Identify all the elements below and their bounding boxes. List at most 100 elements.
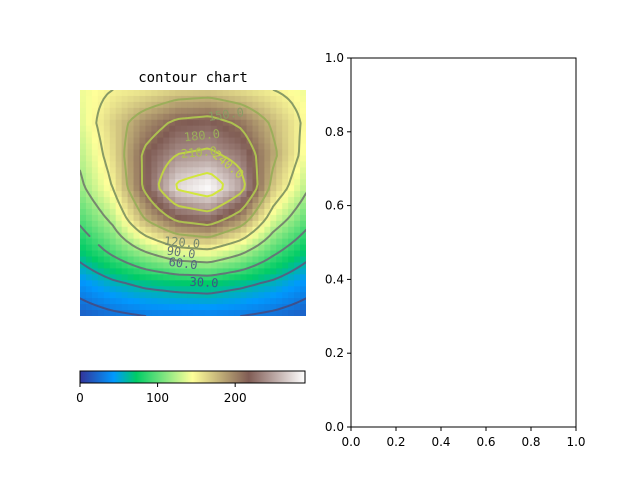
heatmap-cell bbox=[228, 310, 236, 316]
heatmap-cell bbox=[252, 214, 260, 222]
heatmap-cell bbox=[282, 214, 289, 222]
heatmap-cell bbox=[234, 167, 242, 174]
heatmap-cell bbox=[282, 208, 289, 216]
heatmap-cell bbox=[103, 197, 111, 204]
heatmap-cell bbox=[276, 185, 283, 192]
heatmap-cell bbox=[127, 173, 135, 180]
heatmap-cell bbox=[181, 292, 188, 299]
heatmap-cell bbox=[193, 125, 200, 133]
heatmap-cell bbox=[121, 226, 129, 234]
heatmap-cell bbox=[198, 226, 206, 234]
heatmap-cell bbox=[157, 137, 164, 145]
heatmap-cell bbox=[103, 149, 111, 157]
heatmap-cell bbox=[264, 113, 271, 121]
y-axis-ticks: 0.0 0.2 0.4 0.6 0.8 1.0 bbox=[325, 51, 351, 434]
heatmap-cell bbox=[258, 125, 265, 133]
heatmap-cell bbox=[127, 208, 135, 216]
heatmap-cell bbox=[264, 101, 271, 109]
heatmap-cell bbox=[169, 95, 176, 103]
heatmap-cell bbox=[240, 143, 248, 151]
heatmap-cell bbox=[204, 238, 212, 246]
heatmap-cell bbox=[145, 274, 152, 281]
heatmap-cell bbox=[258, 143, 265, 151]
heatmap-cell bbox=[193, 262, 200, 270]
heatmap-cell bbox=[198, 90, 206, 97]
heatmap-cell bbox=[222, 173, 230, 180]
heatmap-cell bbox=[264, 149, 271, 157]
heatmap-cell bbox=[282, 226, 289, 234]
heatmap-cell bbox=[222, 101, 230, 109]
heatmap-cell bbox=[264, 143, 271, 151]
heatmap-cell bbox=[210, 161, 218, 168]
heatmap-cell bbox=[163, 191, 170, 198]
heatmap-cell bbox=[216, 280, 224, 287]
heatmap-cell bbox=[145, 292, 152, 299]
heatmap-cell bbox=[169, 298, 176, 305]
heatmap-cell bbox=[300, 238, 306, 246]
heatmap-cell bbox=[97, 298, 105, 305]
heatmap-cell bbox=[97, 256, 105, 264]
heatmap-cell bbox=[216, 90, 224, 97]
heatmap-cell bbox=[157, 107, 164, 115]
heatmap-cell bbox=[246, 304, 254, 311]
heatmap-cell bbox=[133, 143, 141, 151]
heatmap-cell bbox=[109, 262, 117, 270]
heatmap-cell bbox=[204, 125, 212, 133]
heatmap-cell bbox=[80, 197, 87, 204]
heatmap-cell bbox=[300, 90, 306, 97]
heatmap-cell bbox=[157, 161, 164, 168]
heatmap-cell bbox=[240, 119, 248, 127]
heatmap-cell bbox=[169, 286, 176, 293]
heatmap-cell bbox=[300, 125, 306, 133]
heatmap-cell bbox=[109, 310, 117, 316]
heatmap-cell bbox=[300, 179, 306, 186]
heatmap-cell bbox=[282, 173, 289, 180]
heatmap-cell bbox=[97, 286, 105, 293]
heatmap-cell bbox=[210, 179, 218, 186]
heatmap-cell bbox=[210, 262, 218, 270]
heatmap-cell bbox=[204, 197, 212, 204]
heatmap-cell bbox=[222, 238, 230, 246]
heatmap-cell bbox=[193, 268, 200, 275]
heatmap-cell bbox=[127, 197, 135, 204]
heatmap-cell bbox=[145, 90, 152, 97]
heatmap-cell bbox=[97, 220, 105, 228]
heatmap-cell bbox=[204, 185, 212, 192]
heatmap-cell bbox=[222, 131, 230, 139]
heatmap-cell bbox=[216, 149, 224, 157]
heatmap-cell bbox=[240, 238, 248, 246]
heatmap-cell bbox=[163, 197, 170, 204]
y-tick-label: 0.0 bbox=[325, 420, 344, 434]
heatmap-cell bbox=[163, 214, 170, 222]
heatmap-cell bbox=[288, 238, 295, 246]
heatmap-cell bbox=[270, 262, 277, 270]
heatmap-cell bbox=[222, 268, 230, 275]
heatmap-cell bbox=[80, 286, 87, 293]
heatmap-cell bbox=[193, 214, 200, 222]
heatmap-cell bbox=[187, 262, 194, 270]
heatmap-cell bbox=[300, 310, 306, 316]
heatmap-cell bbox=[300, 220, 306, 228]
heatmap-cell bbox=[127, 185, 135, 192]
heatmap-cell bbox=[103, 268, 111, 275]
heatmap-cell bbox=[294, 214, 301, 222]
heatmap-cell bbox=[157, 280, 164, 287]
heatmap-cell bbox=[133, 286, 141, 293]
heatmap-cell bbox=[300, 203, 306, 210]
heatmap-cell bbox=[264, 137, 271, 145]
heatmap-cell bbox=[115, 191, 123, 198]
heatmap-cell bbox=[198, 250, 206, 258]
heatmap-cell bbox=[103, 203, 111, 210]
heatmap-cell bbox=[252, 298, 260, 305]
heatmap-cell bbox=[163, 256, 170, 264]
heatmap-cell bbox=[234, 119, 242, 127]
heatmap-cell bbox=[139, 274, 147, 281]
heatmap-cell bbox=[91, 298, 99, 305]
heatmap-cell bbox=[234, 113, 242, 121]
heatmap-cell bbox=[163, 274, 170, 281]
heatmap-cell bbox=[252, 244, 260, 252]
heatmap-cell bbox=[282, 268, 289, 275]
heatmap-cell bbox=[121, 113, 129, 121]
heatmap-cell bbox=[163, 280, 170, 287]
heatmap-cell bbox=[115, 203, 123, 210]
